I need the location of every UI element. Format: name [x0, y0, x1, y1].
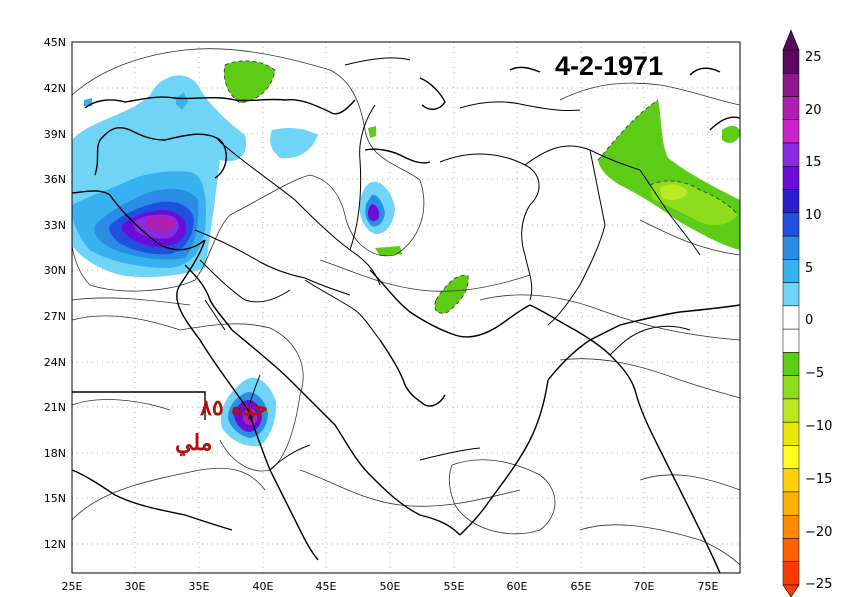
colorbar-cell — [782, 468, 800, 493]
colorbar-label: 0 — [805, 313, 813, 328]
colorbar-cell — [782, 421, 800, 446]
coastlines — [71, 66, 741, 574]
lat-tick-label: 18N — [44, 447, 66, 460]
lat-tick-label: 12N — [44, 538, 66, 551]
annotation-line-2: ملي — [175, 430, 212, 456]
colorbar-label: 10 — [805, 208, 822, 223]
map-frame — [71, 41, 741, 574]
colorbar-cell — [782, 212, 800, 237]
colorbar-cell — [782, 142, 800, 167]
lat-tick-label: 15N — [44, 492, 66, 505]
colorbar-label: −5 — [805, 366, 824, 381]
lat-tick-label: 33N — [44, 219, 66, 232]
colorbar-cell — [782, 189, 800, 214]
colorbar-cell — [782, 305, 800, 330]
colorbar-cell — [782, 259, 800, 283]
lon-tick-label: 55E — [444, 580, 465, 593]
lon-tick-label: 70E — [634, 580, 655, 593]
dashed-contours — [223, 60, 739, 314]
lon-tick-label: 35E — [189, 580, 210, 593]
colorbar-cell — [782, 375, 800, 400]
positive-anomaly-levant — [72, 75, 318, 278]
lat-tick-label: 45N — [44, 36, 66, 49]
colorbar-cells — [782, 49, 800, 586]
lat-axis: 45N 42N 39N 36N 33N 30N 27N 24N 21N 18N … — [44, 36, 66, 551]
colorbar: 25 20 15 10 5 0 −5 −10 −15 −20 −25 — [782, 29, 832, 597]
lat-tick-label: 30N — [44, 264, 66, 277]
colorbar-label: −10 — [805, 419, 832, 434]
map-panel — [71, 41, 741, 574]
lat-tick-label: 39N — [44, 128, 66, 141]
lon-axis: 25E 30E 35E 40E 45E 50E 55E 60E 65E 70E … — [62, 580, 719, 593]
colorbar-cell — [782, 514, 800, 539]
lat-tick-label: 42N — [44, 82, 66, 95]
map-title: 4-2-1971 — [555, 51, 663, 81]
colorbar-cell — [782, 538, 800, 562]
lon-tick-label: 75E — [698, 580, 719, 593]
colorbar-cell — [782, 282, 800, 307]
colorbar-cell — [782, 352, 800, 376]
annotation-line-1: جده ٨٥ — [199, 395, 268, 421]
colorbar-cell — [782, 328, 800, 353]
colorbar-cell — [782, 166, 800, 190]
colorbar-cell — [782, 96, 800, 121]
colorbar-cell — [782, 73, 800, 97]
colorbar-label: 15 — [805, 155, 822, 170]
colorbar-cell — [782, 491, 800, 516]
country-borders — [194, 57, 701, 471]
colorbar-cell — [782, 561, 800, 586]
lon-tick-label: 50E — [380, 580, 401, 593]
grid-lines — [72, 42, 740, 573]
lon-tick-label: 25E — [62, 580, 83, 593]
colorbar-label: 20 — [805, 103, 822, 118]
lon-tick-label: 40E — [253, 580, 274, 593]
positive-anomaly-iran — [359, 181, 395, 235]
colorbar-cell — [782, 235, 800, 260]
colorbar-cell — [782, 119, 800, 144]
colorbar-label: −15 — [805, 472, 832, 487]
colorbar-label: 5 — [805, 261, 813, 276]
colorbar-label: −25 — [805, 577, 832, 592]
colorbar-label: −20 — [805, 525, 832, 540]
colorbar-label: 25 — [805, 50, 822, 65]
lon-tick-label: 60E — [507, 580, 528, 593]
lon-tick-label: 65E — [571, 580, 592, 593]
colorbar-bottom-arrow — [782, 584, 800, 597]
lat-tick-label: 36N — [44, 173, 66, 186]
lat-tick-label: 24N — [44, 356, 66, 369]
colorbar-cell — [782, 49, 800, 74]
negative-anomalies — [224, 60, 740, 314]
lat-tick-label: 27N — [44, 310, 66, 323]
colorbar-cell — [782, 398, 800, 423]
lat-tick-label: 21N — [44, 401, 66, 414]
lon-tick-label: 45E — [316, 580, 337, 593]
colorbar-top-arrow — [782, 29, 800, 51]
lon-tick-label: 30E — [125, 580, 146, 593]
colorbar-cell — [782, 445, 800, 469]
